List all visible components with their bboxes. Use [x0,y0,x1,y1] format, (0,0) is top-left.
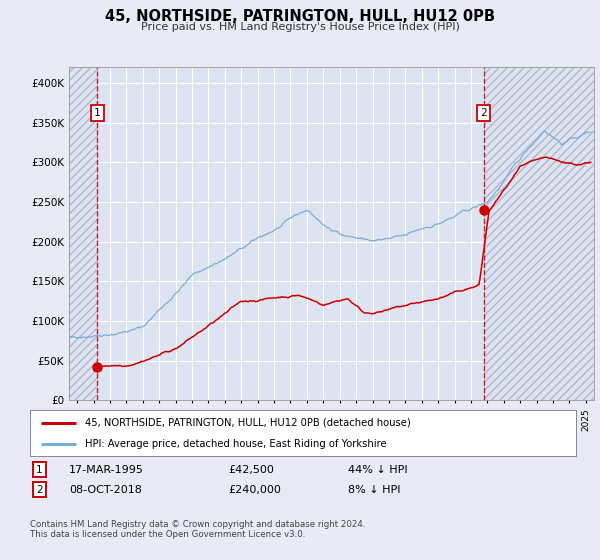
Text: 08-OCT-2018: 08-OCT-2018 [69,485,142,495]
Text: Contains HM Land Registry data © Crown copyright and database right 2024.: Contains HM Land Registry data © Crown c… [30,520,365,529]
Text: 45, NORTHSIDE, PATRINGTON, HULL, HU12 0PB: 45, NORTHSIDE, PATRINGTON, HULL, HU12 0P… [105,9,495,24]
Text: 8% ↓ HPI: 8% ↓ HPI [348,485,401,495]
Text: 2: 2 [480,108,487,118]
Text: 44% ↓ HPI: 44% ↓ HPI [348,465,407,474]
Text: 45, NORTHSIDE, PATRINGTON, HULL, HU12 0PB (detached house): 45, NORTHSIDE, PATRINGTON, HULL, HU12 0P… [85,418,410,428]
Bar [69,67,97,400]
Text: HPI: Average price, detached house, East Riding of Yorkshire: HPI: Average price, detached house, East… [85,439,386,449]
Text: 1: 1 [94,108,100,118]
Text: 1: 1 [36,465,43,474]
Text: 17-MAR-1995: 17-MAR-1995 [69,465,144,474]
Text: £240,000: £240,000 [228,485,281,495]
Text: This data is licensed under the Open Government Licence v3.0.: This data is licensed under the Open Gov… [30,530,305,539]
Bar [484,67,594,400]
Text: 2: 2 [36,485,43,494]
Text: Price paid vs. HM Land Registry's House Price Index (HPI): Price paid vs. HM Land Registry's House … [140,22,460,32]
Text: £42,500: £42,500 [228,465,274,474]
